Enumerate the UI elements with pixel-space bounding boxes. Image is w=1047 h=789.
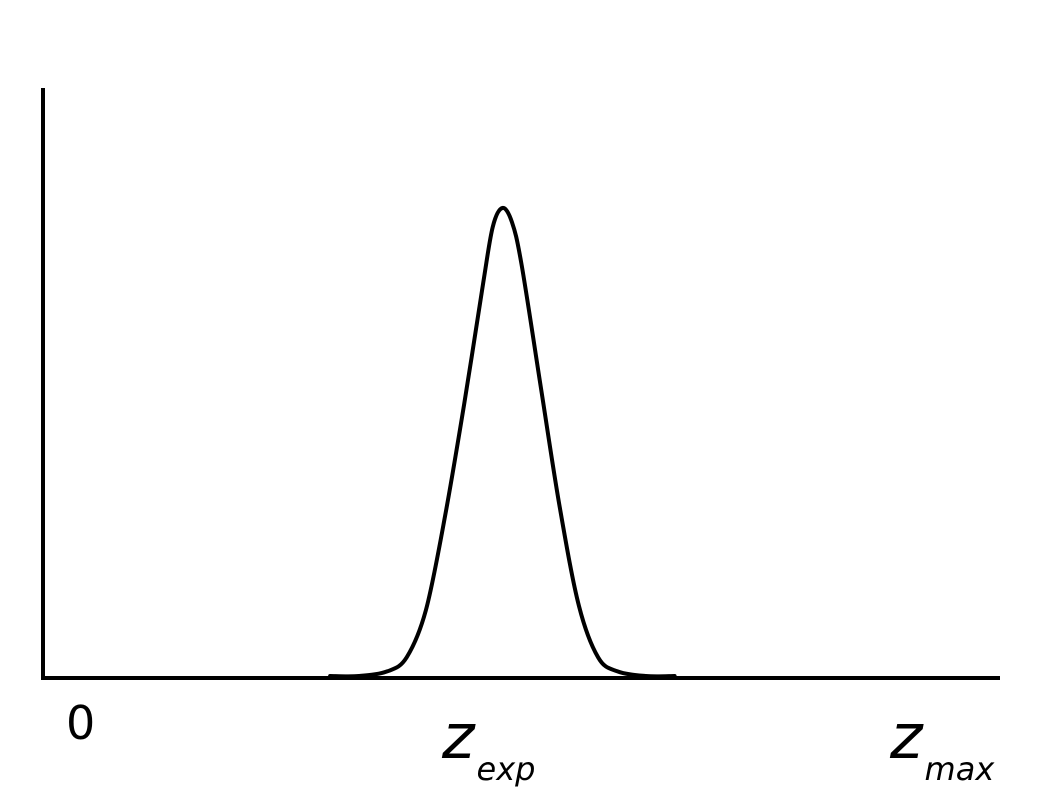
series-curve [328, 205, 677, 679]
x-tick-zero-main: 0 [66, 696, 96, 750]
x-tick-zexp-subscript: exp [476, 750, 536, 788]
x-tick-zmax-subscript: max [924, 750, 995, 788]
x-tick-label-zmax: zmax [890, 706, 995, 788]
x-tick-zmax-main: z [890, 700, 923, 773]
x-tick-zexp-main: z [442, 700, 475, 773]
x-tick-label-zexp: zexp [442, 706, 536, 788]
x-tick-label-zero: 0 [66, 700, 95, 746]
